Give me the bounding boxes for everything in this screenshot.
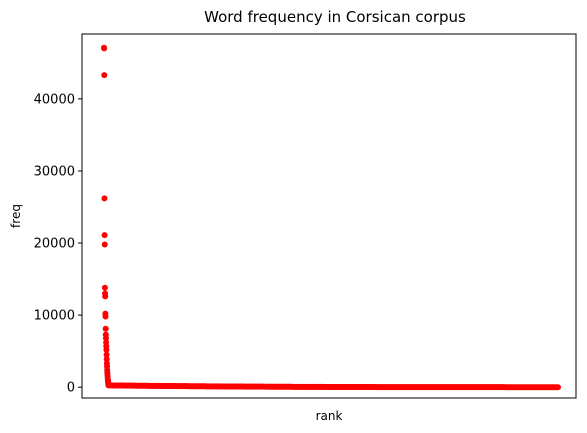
y-axis-label: freq xyxy=(9,204,23,228)
y-tick-label: 20000 xyxy=(34,237,75,252)
y-tick-label: 30000 xyxy=(34,164,75,179)
data-point xyxy=(101,232,108,239)
data-point xyxy=(102,325,109,332)
chart-title: Word frequency in Corsican corpus xyxy=(204,8,466,26)
data-point xyxy=(555,384,561,391)
data-point xyxy=(102,335,109,342)
data-point xyxy=(101,45,108,52)
data-point xyxy=(102,313,109,320)
scatter-points xyxy=(101,44,561,391)
data-point xyxy=(101,241,108,248)
data-point xyxy=(102,293,109,300)
x-axis-label: rank xyxy=(316,409,343,423)
y-tick-label: 0 xyxy=(67,381,75,396)
data-point xyxy=(101,195,108,202)
y-tick-label: 10000 xyxy=(34,309,75,324)
data-point xyxy=(101,72,108,79)
y-tick-label: 40000 xyxy=(34,92,75,107)
data-point xyxy=(103,351,110,358)
data-point xyxy=(103,346,110,353)
data-point xyxy=(103,356,110,363)
y-axis: 0 10000 20000 30000 40000 xyxy=(34,92,82,396)
data-point xyxy=(101,284,108,291)
plot-frame xyxy=(81,33,577,399)
